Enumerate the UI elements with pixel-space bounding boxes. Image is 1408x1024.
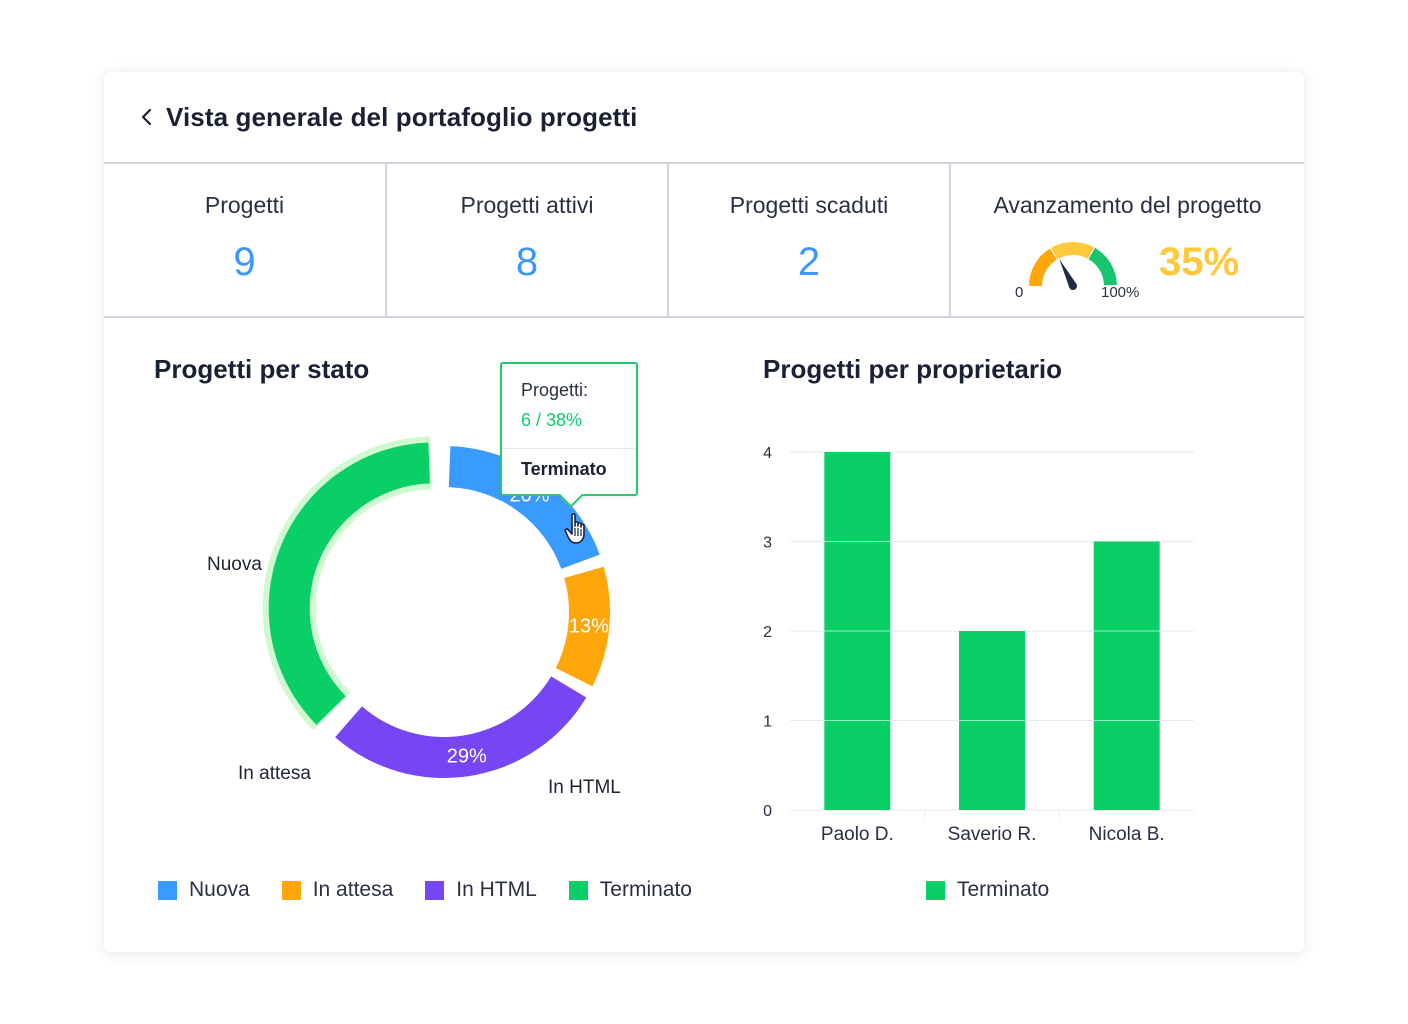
back-button[interactable] xyxy=(134,104,160,130)
kpi-value: 2 xyxy=(797,240,821,284)
progress-gauge: 0 100% 35% xyxy=(951,234,1304,304)
gauge-low-segment xyxy=(1029,248,1057,286)
donut-slice[interactable] xyxy=(448,446,600,569)
kpi-row: Progetti 9 Progetti attivi 8 Progetti sc… xyxy=(104,164,1304,318)
y-tick-label: 3 xyxy=(763,535,772,552)
legend-label: Nuova xyxy=(189,878,250,901)
y-tick-label: 4 xyxy=(763,445,772,462)
kpi-value: 9 xyxy=(233,240,256,284)
slice-label-in-html: In HTML xyxy=(548,777,621,798)
donut-slice-percent: 29% xyxy=(447,746,487,768)
kpi-active-projects: Progetti attivi 8 xyxy=(387,164,669,316)
donut-slice[interactable] xyxy=(268,442,430,725)
donut-slice[interactable] xyxy=(555,566,610,687)
chevron-left-icon xyxy=(141,108,152,126)
owner-legend: Terminato xyxy=(926,878,1081,902)
status-chart-title: Progetti per stato xyxy=(154,354,370,384)
kpi-progress: Avanzamento del progetto 0 100% 35% xyxy=(951,164,1304,316)
tooltip-label: Progetti: xyxy=(521,380,589,400)
legend-swatch xyxy=(281,880,301,900)
portfolio-card: Vista generale del portafoglio progetti … xyxy=(104,72,1304,952)
gauge-needle-hub xyxy=(1069,282,1077,290)
y-tick-label: 1 xyxy=(763,714,772,731)
slice-label-nuova: Nuova xyxy=(207,554,262,575)
legend-item-in-html[interactable]: In HTML xyxy=(425,878,537,902)
owner-bar-chart: 0 1 2 3 4 Paolo D. Saverio R. Nicola B. xyxy=(763,445,1194,845)
header: Vista generale del portafoglio progetti xyxy=(104,72,1304,164)
legend-label: Terminato xyxy=(599,878,692,901)
bar[interactable] xyxy=(1093,541,1160,811)
gauge-high-segment xyxy=(1088,247,1117,286)
tooltip-value: 6 / 38% xyxy=(521,410,583,430)
legend-label: Terminato xyxy=(957,878,1050,901)
y-tick-label: 2 xyxy=(763,624,772,641)
kpi-label: Progetti xyxy=(204,192,285,218)
tooltip-series-name: Terminato xyxy=(521,459,607,479)
legend-swatch xyxy=(926,880,945,900)
page-title: Vista generale del portafoglio progetti xyxy=(166,101,638,132)
status-donut-chart: 20%13%29% xyxy=(262,436,610,778)
kpi-projects: Progetti 9 xyxy=(104,164,387,316)
legend-swatch xyxy=(568,880,588,900)
chart-tooltip: Progetti: 6 / 38% Terminato xyxy=(500,362,638,508)
legend-label: In HTML xyxy=(456,878,537,901)
gauge-mid-segment xyxy=(1051,242,1094,260)
x-category-label: Paolo D. xyxy=(821,824,894,845)
legend-item-nuova[interactable]: Nuova xyxy=(158,878,250,902)
legend-item-terminato[interactable]: Terminato xyxy=(568,878,692,902)
donut-slice-group[interactable]: 13% xyxy=(555,566,610,687)
x-category-label: Saverio R. xyxy=(948,824,1037,845)
owner-chart-title: Progetti per proprietario xyxy=(763,354,1063,384)
kpi-label: Progetti attivi xyxy=(460,192,594,218)
kpi-expired-projects: Progetti scaduti 2 xyxy=(669,164,951,316)
legend-item-in-attesa[interactable]: In attesa xyxy=(281,878,394,902)
donut-slice-group[interactable] xyxy=(262,436,432,731)
legend-label: In attesa xyxy=(312,878,394,901)
kpi-value: 8 xyxy=(515,240,539,284)
legend-swatch xyxy=(425,880,445,900)
tooltip-divider xyxy=(502,448,636,449)
gauge-chart xyxy=(1029,242,1117,290)
donut-slice-group[interactable]: 29% xyxy=(335,676,587,778)
progress-value: 35% xyxy=(1159,240,1240,284)
gauge-max-label: 100% xyxy=(1101,284,1140,301)
legend-item-terminato[interactable]: Terminato xyxy=(926,878,1049,902)
gauge-min-label: 0 xyxy=(1015,284,1024,301)
hand-pointer-icon xyxy=(564,513,585,544)
y-tick-label: 0 xyxy=(763,803,772,820)
status-legend: Nuova In attesa In HTML Terminato xyxy=(158,878,724,902)
gauge-needle xyxy=(1059,259,1077,288)
donut-slice[interactable] xyxy=(335,676,587,778)
x-category-label: Nicola B. xyxy=(1089,824,1165,845)
legend-swatch xyxy=(158,880,177,900)
kpi-label: Progetti scaduti xyxy=(729,192,889,218)
slice-label-in-attesa: In attesa xyxy=(238,763,311,784)
kpi-label: Avanzamento del progetto xyxy=(993,192,1262,218)
donut-slice-percent: 13% xyxy=(569,616,609,638)
